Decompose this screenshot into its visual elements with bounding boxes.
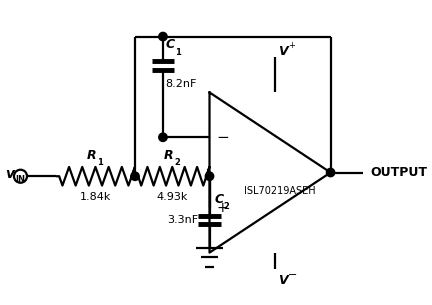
Text: IN: IN <box>15 174 25 184</box>
Text: 1: 1 <box>97 158 103 167</box>
Text: ISL70219ASEH: ISL70219ASEH <box>244 186 315 196</box>
Text: V: V <box>278 274 288 287</box>
Text: OUTPUT: OUTPUT <box>371 166 428 179</box>
Circle shape <box>159 133 167 142</box>
Text: R: R <box>87 149 96 162</box>
Text: v: v <box>6 167 15 181</box>
Text: +: + <box>217 201 229 215</box>
Text: 4.93k: 4.93k <box>156 192 188 202</box>
Text: C: C <box>214 193 223 206</box>
Circle shape <box>205 172 214 181</box>
Circle shape <box>326 168 335 177</box>
Circle shape <box>131 172 139 181</box>
Text: C: C <box>166 38 175 52</box>
Text: V: V <box>278 45 288 58</box>
Circle shape <box>159 32 167 41</box>
Text: 1: 1 <box>175 48 181 57</box>
Text: R: R <box>164 149 173 162</box>
Text: +: + <box>288 41 295 50</box>
Text: 2: 2 <box>223 203 229 211</box>
Text: 2: 2 <box>174 158 180 167</box>
Text: −: − <box>216 130 229 145</box>
Text: 1.84k: 1.84k <box>80 192 111 202</box>
Text: −: − <box>288 270 297 280</box>
Text: 8.2nF: 8.2nF <box>166 79 197 89</box>
Text: 3.3nF: 3.3nF <box>168 215 199 225</box>
